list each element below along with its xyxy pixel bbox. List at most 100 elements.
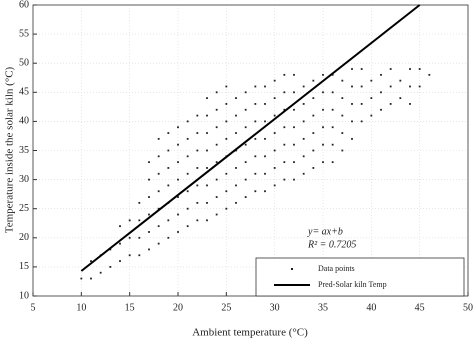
data-point	[273, 79, 276, 82]
y-tick-label: 50	[19, 57, 29, 68]
data-point	[186, 155, 189, 158]
data-point	[418, 85, 421, 88]
data-point	[138, 254, 141, 257]
data-point	[80, 277, 83, 280]
data-point	[322, 108, 324, 111]
data-point	[283, 108, 286, 111]
legend-label: Data points	[318, 264, 355, 273]
data-point	[215, 108, 218, 111]
data-point	[128, 219, 131, 222]
data-point	[351, 103, 353, 105]
data-point	[244, 126, 247, 129]
data-point	[312, 167, 315, 169]
data-point	[254, 103, 257, 105]
data-point	[196, 132, 199, 134]
data-point	[90, 260, 92, 262]
data-point	[225, 103, 228, 105]
data-point	[264, 155, 266, 158]
data-point	[312, 79, 315, 82]
x-tick-label: 5	[31, 302, 36, 313]
data-point	[186, 225, 189, 228]
data-point	[389, 68, 392, 70]
y-axis-label: Temperature inside the solar kiln (°C)	[4, 66, 16, 233]
data-point	[254, 155, 257, 158]
data-point	[138, 236, 141, 239]
legend-swatch	[291, 268, 293, 270]
y-tick-label: 55	[19, 28, 29, 39]
data-point	[360, 120, 363, 123]
data-point	[206, 97, 208, 100]
data-point	[293, 178, 295, 181]
fit-line	[80, 4, 421, 272]
data-point	[283, 161, 286, 164]
data-point	[235, 184, 237, 187]
x-axis-label: Ambient temperature (°C)	[192, 327, 308, 339]
data-point	[409, 68, 411, 70]
data-point	[322, 161, 324, 164]
data-point	[215, 213, 218, 216]
data-point	[302, 120, 305, 123]
data-point	[177, 126, 179, 129]
data-point	[293, 91, 295, 94]
data-point	[206, 184, 208, 187]
data-point	[167, 149, 170, 152]
data-point	[399, 97, 402, 100]
data-point	[312, 132, 315, 134]
data-point	[167, 132, 170, 134]
y-tick-label: 30	[19, 174, 29, 185]
annotation: R² = 0.7205	[307, 239, 356, 250]
data-point	[283, 178, 286, 181]
data-point	[370, 114, 373, 117]
data-point	[177, 231, 179, 233]
data-point	[264, 103, 266, 105]
data-point	[264, 120, 266, 123]
data-point	[293, 108, 295, 111]
data-point	[157, 242, 160, 245]
data-point	[302, 103, 305, 105]
data-point	[351, 137, 353, 140]
data-point	[380, 73, 382, 76]
y-tick-label: 15	[19, 261, 29, 272]
data-point	[302, 137, 305, 140]
data-point	[206, 219, 208, 222]
data-point	[167, 219, 170, 222]
data-point	[331, 91, 334, 94]
data-point	[370, 97, 373, 100]
data-point	[119, 225, 121, 228]
data-point	[264, 137, 266, 140]
data-point	[399, 79, 402, 82]
data-point	[235, 167, 237, 169]
data-point	[360, 85, 363, 88]
data-point	[177, 213, 179, 216]
data-point	[244, 108, 247, 111]
data-point	[380, 91, 382, 94]
data-point	[244, 196, 247, 198]
data-point	[196, 219, 199, 222]
data-point	[225, 190, 228, 193]
y-tick-label: 25	[19, 203, 29, 214]
data-point	[206, 201, 208, 204]
y-tick-label: 10	[19, 290, 29, 301]
data-point	[322, 143, 324, 146]
data-point	[273, 132, 276, 134]
x-tick-label: 50	[463, 302, 473, 313]
data-point	[196, 114, 199, 117]
data-point	[196, 167, 199, 169]
data-point	[273, 184, 276, 187]
data-point	[341, 97, 344, 100]
data-point	[148, 178, 150, 181]
data-point	[128, 254, 131, 257]
data-point	[99, 271, 102, 274]
data-point	[244, 143, 247, 146]
data-point	[283, 143, 286, 146]
x-tick-label: 35	[318, 302, 328, 313]
x-tick-label: 30	[270, 302, 280, 313]
data-point	[264, 172, 266, 175]
data-point	[225, 85, 228, 88]
data-point	[215, 143, 218, 146]
data-point	[341, 79, 344, 82]
data-point	[409, 103, 411, 105]
data-point	[138, 201, 141, 204]
data-point	[341, 132, 344, 134]
